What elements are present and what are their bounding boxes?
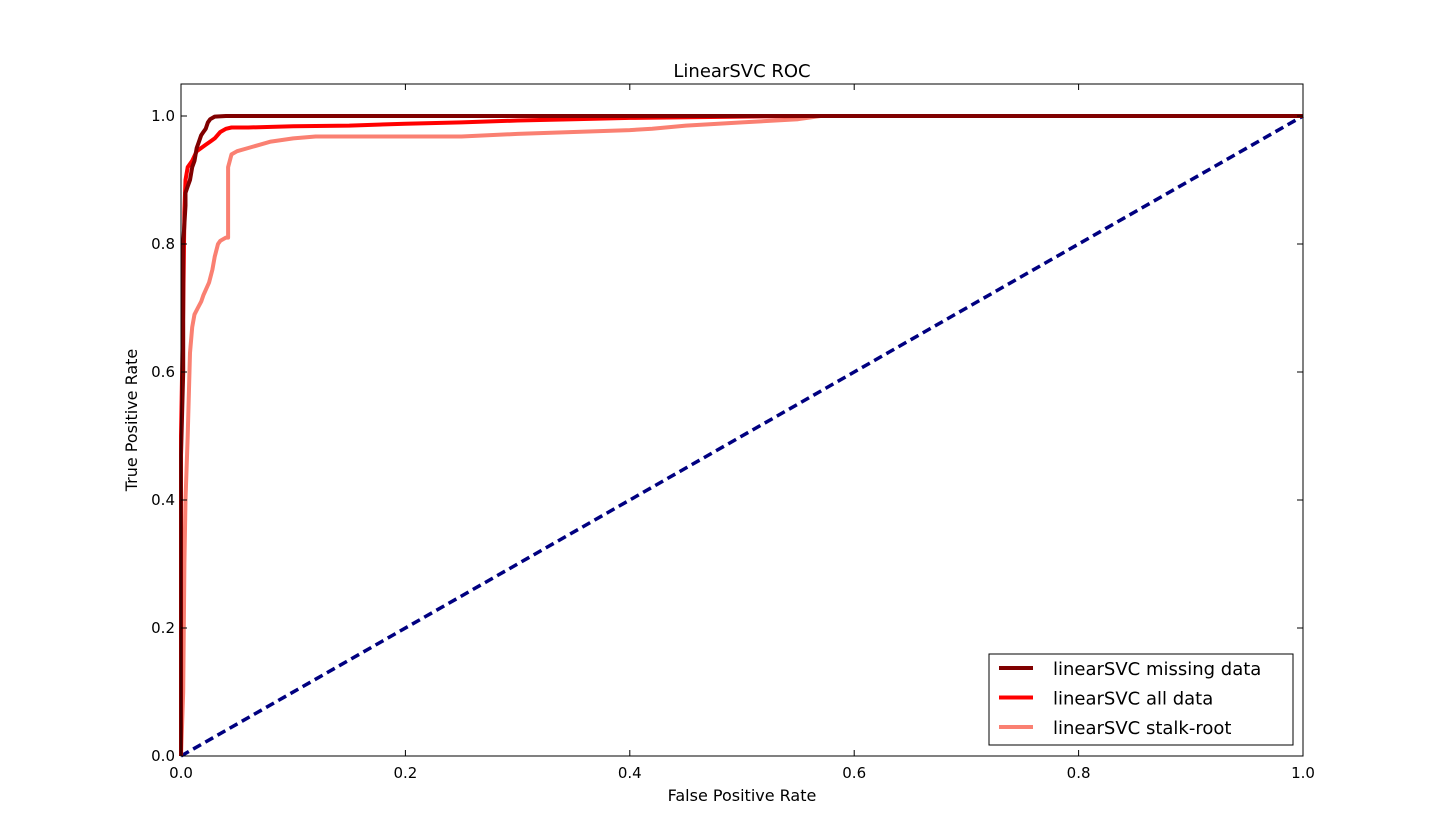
- x-tick-label: 0.8: [1067, 764, 1091, 782]
- y-tick-label: 0.6: [151, 363, 175, 381]
- chart-title: LinearSVC ROC: [673, 61, 810, 82]
- ticks-group: 0.0 0.2 0.4 0.6 0.8 1.0 0.0 0.2 0.4 0.6 0.8 1.0: [151, 84, 1315, 782]
- x-tick-label: 0.6: [842, 764, 866, 782]
- series-line-3: [180, 114, 1304, 758]
- legend-label-0: linearSVC missing data: [1053, 659, 1261, 680]
- x-tick-label: 0.0: [169, 764, 193, 782]
- x-tick-label: 0.4: [618, 764, 642, 782]
- legend-frame: [988, 653, 1294, 746]
- y-tick-label: 0.2: [151, 619, 175, 637]
- legend-items: linearSVC missing data linearSVC all data…: [999, 659, 1261, 739]
- legend-label-1: linearSVC all data: [1053, 689, 1213, 710]
- y-tick-label: 0.0: [151, 747, 175, 765]
- y-tick-label: 0.4: [151, 491, 175, 509]
- series-line-1: [179, 114, 1303, 756]
- legend: linearSVC missing data linearSVC all data…: [988, 653, 1294, 746]
- plot-frame: [180, 83, 1304, 757]
- plot-area: 0.0 0.2 0.4 0.6 0.8 1.0 0.0 0.2 0.4 0.6 0.8 1.0: [151, 83, 1315, 782]
- x-tick-label: 1.0: [1291, 764, 1315, 782]
- series-group: [179, 114, 1304, 758]
- series-line-2: [179, 114, 1303, 757]
- y-tick-label: 0.8: [151, 235, 175, 253]
- y-axis-title: True Positive Rate: [122, 349, 141, 493]
- y-tick-label: 1.0: [151, 107, 175, 125]
- x-axis-title: False Positive Rate: [668, 786, 817, 805]
- series-line-0: [179, 114, 1303, 756]
- x-tick-label: 0.2: [393, 764, 417, 782]
- legend-label-2: linearSVC stalk-root: [1053, 718, 1231, 739]
